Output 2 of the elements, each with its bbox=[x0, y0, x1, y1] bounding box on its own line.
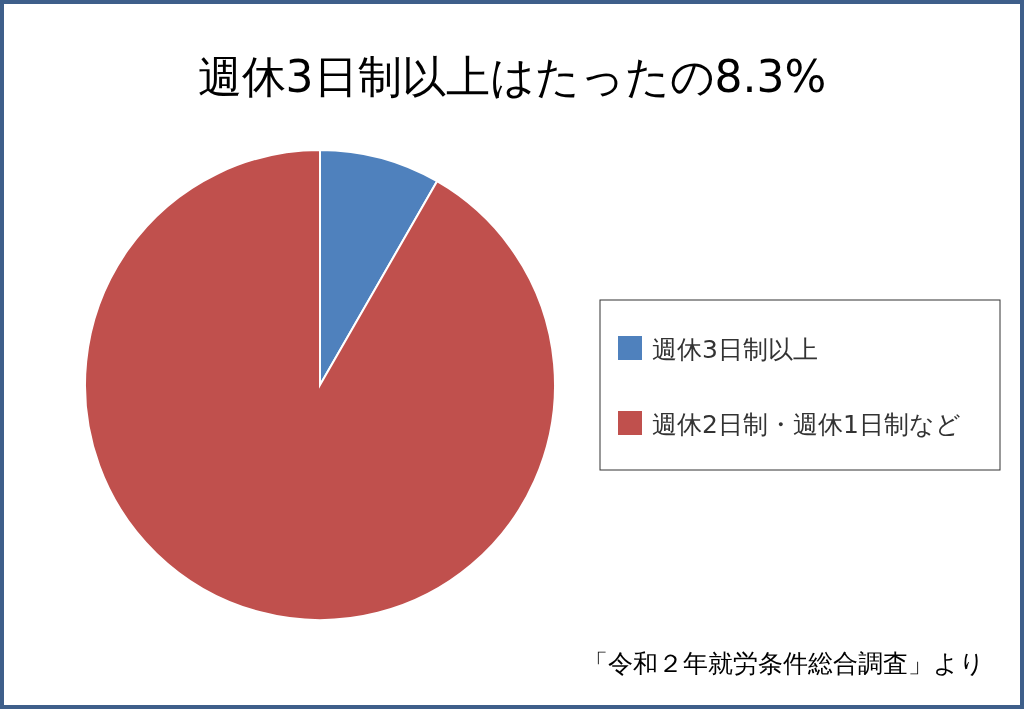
annotation: 「令和２年就労条件総合調査」より bbox=[583, 649, 985, 678]
title: 週休3日制以上はたったの8.3% bbox=[197, 51, 827, 102]
